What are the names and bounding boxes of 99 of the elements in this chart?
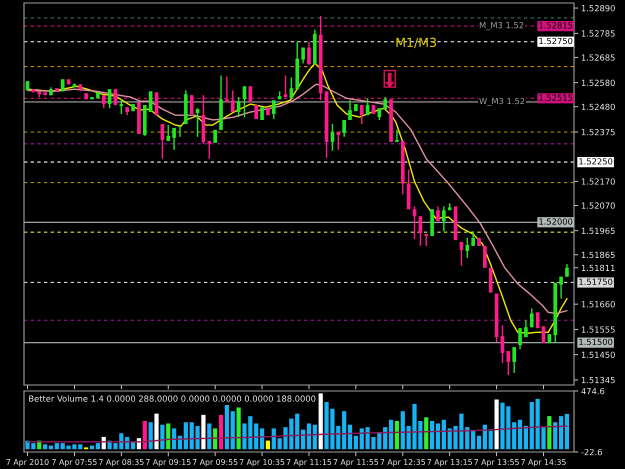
chart-title: Better Volume 1.4 0.0000 288.0000 0.0000 0.0000 0.0000 188.0000 bbox=[29, 395, 316, 402]
candlestick bbox=[60, 78, 65, 92]
y-tick-label: 1.51811 bbox=[582, 264, 615, 272]
candlestick bbox=[284, 74, 288, 98]
candlestick bbox=[301, 46, 305, 64]
candlestick bbox=[260, 106, 264, 121]
candlestick bbox=[512, 346, 516, 374]
candlestick bbox=[565, 263, 569, 278]
bar bbox=[547, 416, 552, 450]
bar bbox=[166, 423, 170, 450]
candlestick bbox=[348, 100, 352, 121]
bar bbox=[154, 414, 159, 450]
candlestick bbox=[290, 76, 294, 100]
ref-line-label: 1.52250 bbox=[579, 158, 612, 165]
y-tick-label: 1.51660 bbox=[582, 301, 615, 308]
y-tick-label: 1.52070 bbox=[582, 202, 615, 209]
y-tick-label: 474.6 bbox=[581, 388, 604, 394]
candlestick bbox=[166, 124, 170, 142]
bar bbox=[266, 440, 270, 450]
bar bbox=[142, 421, 147, 450]
candlestick bbox=[307, 41, 311, 66]
candlestick bbox=[366, 98, 370, 116]
y-tick-label: 1.51555 bbox=[582, 326, 615, 333]
candlestick bbox=[242, 86, 246, 118]
y-tick-label: 1.52375 bbox=[582, 129, 615, 136]
bar bbox=[213, 428, 218, 450]
bar bbox=[564, 414, 570, 450]
candlestick bbox=[524, 320, 528, 338]
candlestick bbox=[330, 123, 334, 152]
candlestick bbox=[460, 241, 464, 267]
candlestick bbox=[530, 308, 534, 328]
candlestick bbox=[471, 230, 475, 247]
candlestick bbox=[465, 237, 470, 259]
candlestick bbox=[120, 98, 124, 115]
bar bbox=[424, 417, 428, 450]
bar bbox=[218, 414, 224, 450]
bar bbox=[90, 446, 94, 450]
candlestick bbox=[172, 127, 176, 151]
candlestick bbox=[342, 119, 346, 138]
candlestick bbox=[412, 206, 416, 240]
candlestick bbox=[436, 206, 440, 222]
candlestick bbox=[483, 245, 487, 268]
candlestick bbox=[26, 80, 30, 92]
bar bbox=[318, 393, 323, 450]
ref-line-label: 1.52000 bbox=[539, 218, 572, 225]
bar bbox=[236, 408, 241, 450]
bar bbox=[207, 423, 212, 450]
ref-line-label: 1.52815 bbox=[539, 22, 572, 29]
candlestick bbox=[236, 96, 240, 118]
candlestick bbox=[383, 96, 388, 110]
annotation: M_M3 1.52 bbox=[480, 22, 524, 30]
y-tick-label: 1.52580 bbox=[582, 80, 615, 86]
annotation: W_M3 1.52 bbox=[479, 98, 524, 106]
candlestick bbox=[360, 104, 364, 125]
bar bbox=[201, 414, 206, 450]
y-tick-label: -22.6 bbox=[581, 448, 602, 456]
candlestick bbox=[378, 107, 382, 121]
candlestick bbox=[272, 100, 276, 120]
candlestick bbox=[500, 324, 504, 364]
candlestick bbox=[190, 94, 194, 115]
candlestick bbox=[418, 216, 422, 247]
line-series bbox=[26, 425, 568, 443]
candlestick bbox=[196, 107, 200, 138]
candlestick bbox=[207, 140, 212, 160]
candlestick bbox=[230, 90, 235, 113]
candlestick bbox=[336, 131, 340, 151]
candlestick bbox=[559, 276, 563, 300]
candlestick bbox=[506, 350, 510, 376]
bar bbox=[430, 421, 434, 450]
y-tick-label: 1.52685 bbox=[582, 54, 615, 61]
candlestick bbox=[442, 206, 446, 232]
candlestick bbox=[424, 233, 428, 247]
annotation: M1/M3 bbox=[396, 38, 436, 48]
candlestick bbox=[213, 129, 217, 144]
y-tick-label: 1.52170 bbox=[582, 178, 615, 185]
y-tick-label: 1.51865 bbox=[582, 252, 615, 258]
candlestick bbox=[114, 88, 118, 106]
candlestick bbox=[108, 88, 112, 109]
candlestick bbox=[102, 94, 106, 109]
candlestick bbox=[518, 328, 522, 350]
bar bbox=[148, 422, 153, 450]
bar bbox=[494, 400, 499, 450]
y-tick-label: 1.52480 bbox=[582, 104, 615, 110]
y-tick-label: 1.51965 bbox=[582, 228, 615, 234]
y-tick-label: 1.52785 bbox=[582, 30, 615, 37]
candlestick bbox=[254, 104, 258, 120]
candlestick bbox=[160, 123, 164, 160]
y-tick-label: 1.51450 bbox=[582, 352, 615, 358]
bar bbox=[96, 443, 100, 450]
bar bbox=[31, 443, 36, 450]
y-tick-label: 1.52890 bbox=[582, 5, 615, 12]
y-tick-label: 1.51345 bbox=[582, 376, 615, 384]
ref-line-label: 1.51500 bbox=[579, 338, 612, 346]
ref-line-label: 1.51750 bbox=[579, 278, 612, 285]
ref-line-label: 1.52515 bbox=[539, 94, 572, 101]
candlestick bbox=[178, 125, 182, 138]
bar bbox=[324, 402, 329, 450]
ref-line-label: 1.52750 bbox=[539, 38, 572, 44]
candlestick bbox=[395, 129, 399, 143]
